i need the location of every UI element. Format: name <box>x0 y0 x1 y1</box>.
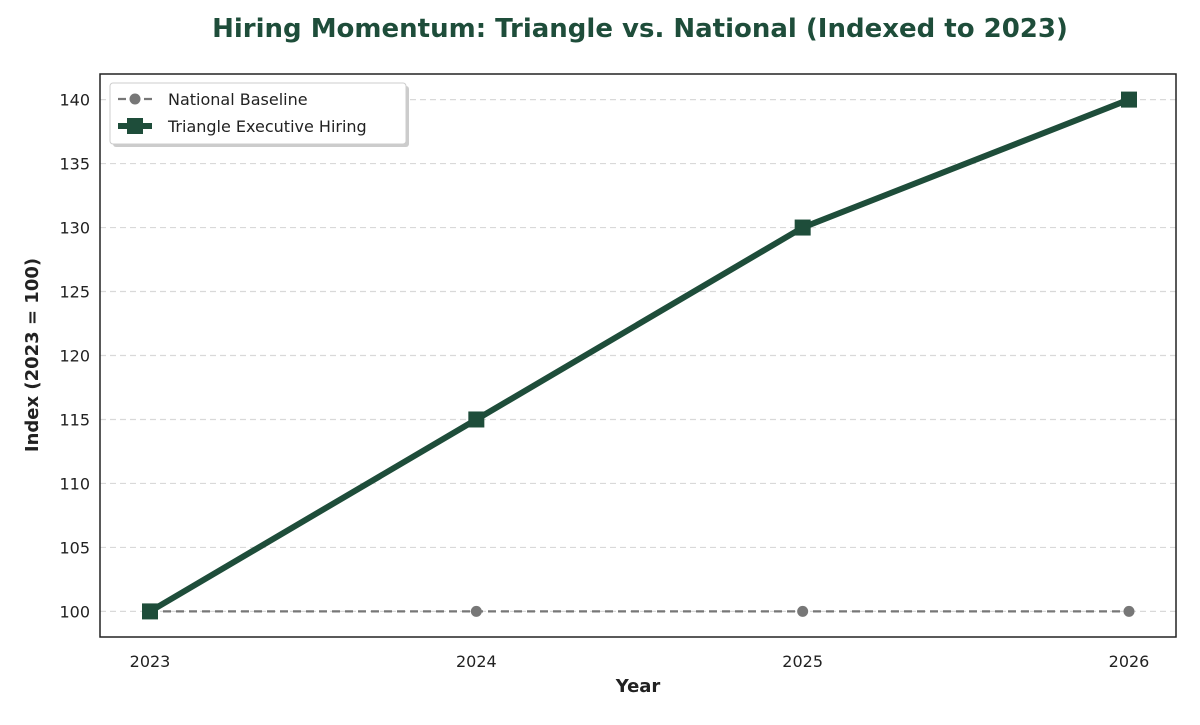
legend-entry: National Baseline <box>118 90 308 109</box>
x-axis-ticks: 2023 2024 2025 2026 <box>130 652 1150 671</box>
plot-area-frame <box>99 73 1177 638</box>
y-tick-label: 120 <box>59 347 90 366</box>
data-point <box>470 605 482 617</box>
legend: National Baseline Triangle Executive Hiri… <box>109 82 409 147</box>
y-tick-label: 140 <box>59 91 90 110</box>
legend-swatch-marker <box>127 118 143 134</box>
data-point <box>1121 91 1137 108</box>
chart-title: Hiring Momentum: Triangle vs. National (… <box>212 14 1068 44</box>
series-triangle-executive-hiring <box>142 91 1137 620</box>
y-axis-label: Index (2023 = 100) <box>22 258 43 452</box>
y-tick-label: 135 <box>59 155 90 174</box>
data-point <box>468 411 485 428</box>
y-tick-label: 105 <box>59 538 90 557</box>
x-tick-label: 2025 <box>782 652 823 671</box>
y-tick-label: 100 <box>59 602 90 621</box>
data-point <box>794 219 811 236</box>
x-axis-label: Year <box>615 676 661 697</box>
data-point <box>797 605 809 617</box>
data-point <box>142 603 158 620</box>
x-tick-label: 2023 <box>130 652 171 671</box>
y-tick-label: 110 <box>59 474 90 493</box>
legend-entry: Triangle Executive Hiring <box>118 117 367 136</box>
series-national-baseline <box>144 605 1135 617</box>
y-axis-ticks: 100 105 110 115 120 125 130 135 140 <box>59 91 90 622</box>
grid-lines <box>100 98 1176 613</box>
legend-swatch-marker <box>129 93 141 105</box>
y-tick-label: 130 <box>59 219 90 238</box>
y-tick-label: 115 <box>59 410 90 429</box>
x-tick-label: 2024 <box>456 652 497 671</box>
series-line <box>148 96 1131 614</box>
legend-label: National Baseline <box>168 90 308 109</box>
data-point <box>1123 605 1135 617</box>
x-tick-label: 2026 <box>1109 652 1150 671</box>
legend-label: Triangle Executive Hiring <box>167 117 367 136</box>
series-layer <box>142 91 1137 620</box>
y-tick-label: 125 <box>59 283 90 302</box>
